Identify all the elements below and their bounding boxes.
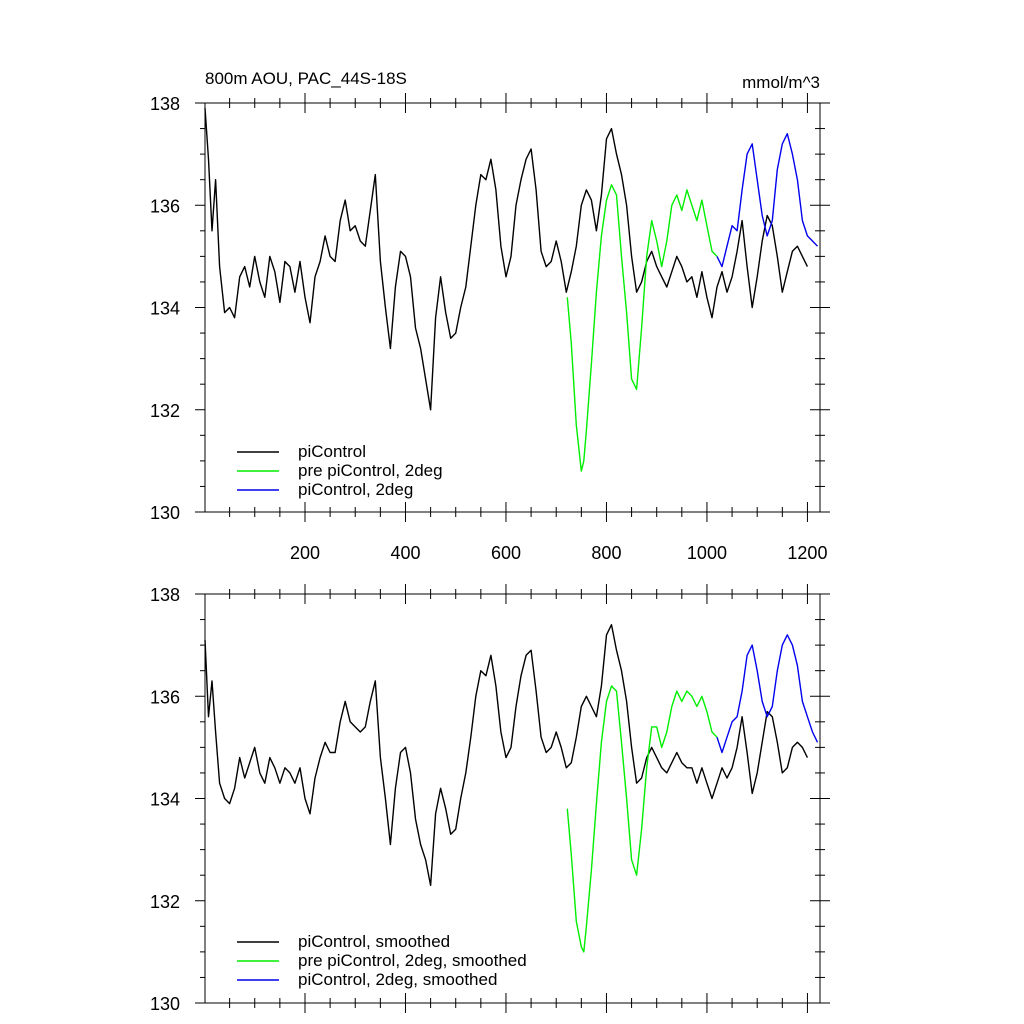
- y-tick-label: 138: [150, 94, 180, 114]
- x-tick-label: 1200: [787, 543, 827, 563]
- y-tick-label: 132: [150, 401, 180, 421]
- legend-label: piControl, smoothed: [298, 932, 450, 951]
- y-tick-label: 134: [150, 790, 180, 810]
- series-line: [716, 133, 819, 268]
- top-panel: 800m AOU, PAC_44S-18S mmol/m^3 200 400 600…: [150, 69, 830, 563]
- chart-title: 800m AOU, PAC_44S-18S: [205, 69, 407, 88]
- legend-label: pre piControl, 2deg, smoothed: [298, 951, 527, 970]
- legend-label: piControl, 2deg, smoothed: [298, 970, 497, 989]
- x-tick-label: 400: [390, 543, 420, 563]
- series-line: [204, 108, 809, 411]
- y-tick-label: 130: [150, 994, 180, 1014]
- x-tick-label: 1000: [687, 543, 727, 563]
- y-tick-label: 132: [150, 892, 180, 912]
- series-line: [566, 685, 718, 953]
- legend-label: piControl, 2deg: [298, 480, 413, 499]
- y-tick-label: 138: [150, 585, 180, 605]
- series-line: [716, 634, 819, 754]
- y-tick-label: 136: [150, 687, 180, 707]
- x-tick-label: 800: [591, 543, 621, 563]
- y-tick-label: 136: [150, 196, 180, 216]
- legend-label: pre piControl, 2deg: [298, 461, 443, 480]
- x-tick-label: 200: [290, 543, 320, 563]
- series-line: [566, 184, 718, 472]
- series-line: [204, 624, 809, 887]
- y-tick-label: 130: [150, 503, 180, 523]
- x-tick-label: 600: [491, 543, 521, 563]
- legend-label: piControl: [298, 442, 366, 461]
- units-label: mmol/m^3: [742, 73, 820, 92]
- y-tick-label: 134: [150, 299, 180, 319]
